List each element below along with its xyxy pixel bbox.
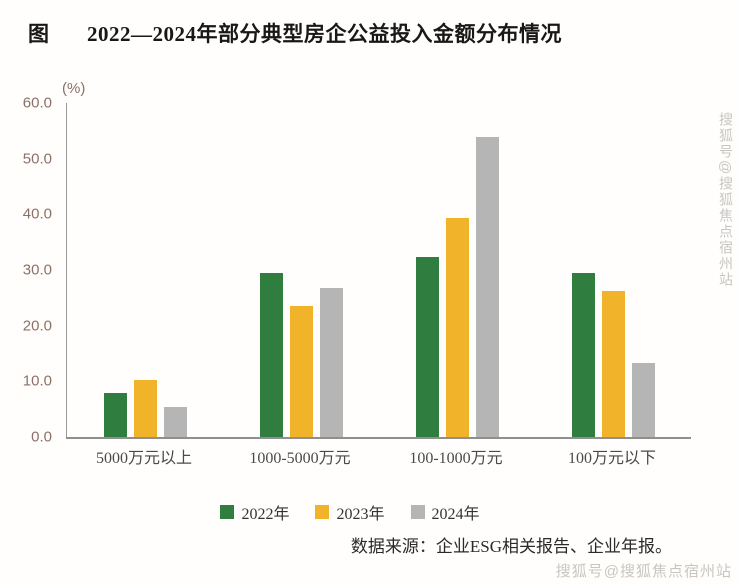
legend-item: 2024年 <box>410 500 480 524</box>
bar-2022年 <box>415 256 439 437</box>
legend-label: 2022年 <box>241 506 290 523</box>
data-source-note: 数据来源：企业ESG相关报告、企业年报。 <box>350 537 672 556</box>
bar-2023年 <box>601 291 625 437</box>
bar-2024年 <box>319 287 343 437</box>
x-tick-label: 5000万元以上 <box>95 450 192 467</box>
bar-2023年 <box>289 306 313 437</box>
legend: 2022年 2023年 2024年 <box>0 500 700 524</box>
figure-label: 图 <box>28 22 49 46</box>
x-axis-labels: 5000万元以上 1000-5000万元 100-1000万元 100万元以下 <box>66 444 690 468</box>
bar-2022年 <box>571 272 595 437</box>
bar-2024年 <box>631 362 655 437</box>
y-axis-unit-label: (%) <box>62 80 86 97</box>
plot-area <box>66 103 691 439</box>
chart-header: 图 2022—2024年部分典型房企公益投入金额分布情况 <box>28 18 720 48</box>
legend-swatch <box>410 505 425 519</box>
legend-label: 2023年 <box>336 506 385 523</box>
bar-2024年 <box>475 136 499 437</box>
x-tick-label: 100万元以下 <box>567 450 656 467</box>
bar-group <box>379 103 535 437</box>
y-tick-label: 20.0 <box>22 317 52 335</box>
legend-item: 2022年 <box>220 500 289 524</box>
legend-swatch <box>315 505 330 519</box>
y-tick-label: 50.0 <box>22 150 52 168</box>
bar-group <box>67 103 223 437</box>
x-tick-label: 100-1000万元 <box>409 450 503 467</box>
y-tick-label: 30.0 <box>22 261 52 279</box>
page-title: 2022—2024年部分典型房企公益投入金额分布情况 <box>87 22 562 46</box>
bar-2024年 <box>163 406 187 437</box>
bar-2022年 <box>103 393 127 437</box>
y-tick-label: 10.0 <box>22 372 52 390</box>
y-tick-label: 60.0 <box>22 94 52 112</box>
bar-2023年 <box>133 380 157 437</box>
bar-group <box>535 103 691 437</box>
y-tick-label: 0.0 <box>31 428 52 446</box>
y-axis-ticks: 60.0 50.0 40.0 30.0 20.0 10.0 0.0 <box>0 95 60 446</box>
chart-plot-wrapper: 60.0 50.0 40.0 30.0 20.0 10.0 0.0 <box>0 95 700 446</box>
x-tick-label: 1000-5000万元 <box>249 450 351 467</box>
bar-2022年 <box>259 272 283 437</box>
legend-swatch <box>220 505 235 519</box>
watermark-vertical: 搜狐号@搜狐焦点宿州站 <box>718 112 734 289</box>
bar-group <box>223 103 379 437</box>
watermark-horizontal: 搜狐号@搜狐焦点宿州站 <box>555 563 732 580</box>
y-tick-label: 40.0 <box>22 205 52 223</box>
bar-2023年 <box>445 217 469 437</box>
legend-label: 2024年 <box>431 506 480 523</box>
legend-item: 2023年 <box>315 500 385 524</box>
